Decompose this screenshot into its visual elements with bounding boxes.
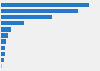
Bar [0,58,4,62]
Bar [0,64,2,68]
Bar [0,21,24,25]
Bar [0,46,5,50]
Bar [0,33,8,38]
Bar [0,9,78,13]
Bar [0,15,52,19]
Bar [0,52,5,56]
Bar [0,39,6,44]
Bar [0,27,11,32]
Bar [0,3,89,7]
